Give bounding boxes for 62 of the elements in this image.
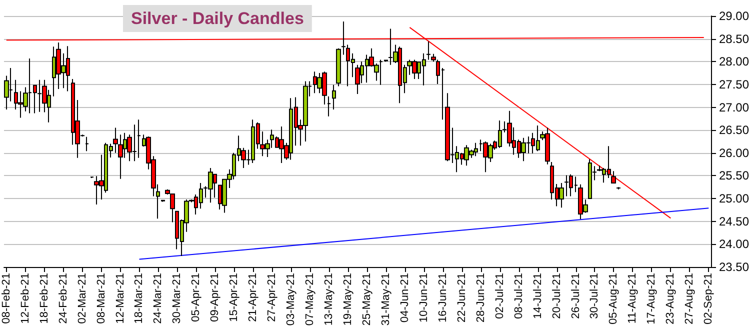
x-tick-label: 18-Mar-21 [133, 273, 146, 324]
x-tick-label: 02-Mar-21 [76, 273, 88, 324]
candlestick [161, 199, 165, 202]
x-tick-label: 13-May-21 [323, 273, 336, 326]
x-tick-label: 27-Apr-21 [266, 273, 278, 322]
x-tick-label: 26-Jul-21 [570, 273, 582, 319]
candlestick [564, 174, 569, 197]
x-tick-label: 02-Jul-21 [494, 273, 506, 319]
y-tick-label: 23.50 [719, 260, 750, 274]
x-tick-label: 22-Jun-21 [456, 273, 468, 323]
y-tick-label: 25.00 [719, 192, 750, 206]
y-tick-label: 27.50 [719, 77, 750, 92]
y-tick-label: 28.50 [719, 32, 750, 46]
y-tick-label: 28.00 [719, 54, 750, 69]
candlestick [85, 136, 89, 152]
x-tick-label: 05-Aug-21 [608, 273, 620, 324]
x-tick-label: 23-Aug-21 [664, 273, 677, 324]
y-tick-label: 24.50 [719, 214, 750, 228]
candlestick [336, 48, 341, 87]
x-tick-label: 18-Feb-21 [38, 273, 50, 324]
candlestick [611, 170, 616, 184]
x-tick-label: 04-Jun-21 [398, 273, 411, 323]
x-tick-label: 08-Mar-21 [95, 273, 108, 324]
x-tick-label: 17-Aug-21 [646, 273, 658, 324]
x-tick-label: 16-Jun-21 [436, 273, 449, 323]
x-tick-label: 03-May-21 [285, 273, 298, 326]
x-tick-label: 21-Apr-21 [247, 273, 260, 322]
y-tick-label: 25.50 [719, 168, 750, 183]
y-tick-label: 29.00 [719, 9, 750, 23]
x-tick-label: 09-Apr-21 [209, 273, 222, 322]
x-tick-label: 25-May-21 [360, 273, 373, 326]
x-tick-label: 28-Jun-21 [474, 273, 487, 323]
y-tick-label: 26.50 [719, 123, 750, 138]
x-tick-label: 05-Apr-21 [190, 273, 202, 322]
x-tick-label: 07-May-21 [304, 273, 316, 326]
candlestick [426, 41, 431, 60]
candlestick [327, 96, 331, 117]
x-tick-label: 12-Mar-21 [114, 273, 126, 324]
x-tick-label: 19-May-21 [342, 273, 354, 326]
x-tick-label: 08-Jul-21 [512, 273, 525, 319]
x-tick-label: 10-Jun-21 [418, 273, 430, 323]
x-tick-label: 02-Sep-21 [702, 273, 715, 324]
x-tick-label: 30-Jul-21 [588, 273, 601, 319]
x-tick-label: 24-Feb-21 [57, 273, 70, 324]
x-tick-label: 08-Feb-21 [0, 273, 12, 324]
x-tick-label: 24-Mar-21 [152, 273, 164, 324]
candlestick [559, 182, 564, 208]
x-tick-label: 11-Aug-21 [626, 273, 639, 324]
x-tick-label: 15-Apr-21 [228, 273, 240, 322]
x-tick-label: 12-Feb-21 [19, 273, 32, 324]
x-tick-label: 30-Mar-21 [171, 273, 184, 324]
chart-title: Silver - Daily Candles [131, 9, 304, 28]
x-tick-label: 14-Jul-21 [532, 273, 544, 319]
y-tick-label: 26.00 [719, 146, 750, 160]
x-tick-label: 20-Jul-21 [550, 273, 563, 319]
x-tick-label: 27-Aug-21 [684, 273, 696, 324]
candlestick [355, 64, 360, 95]
candlestick [616, 186, 621, 190]
x-tick-label: 31-May-21 [380, 273, 392, 326]
y-tick-label: 27.00 [719, 100, 750, 114]
y-tick-label: 24.00 [719, 237, 750, 252]
candlestick [332, 84, 336, 110]
